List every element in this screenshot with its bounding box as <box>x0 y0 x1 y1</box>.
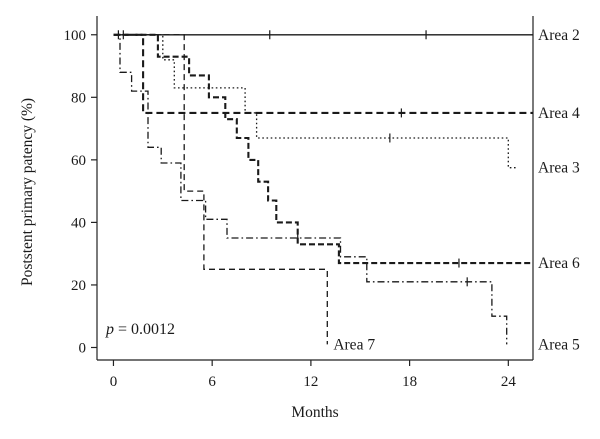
series-label-area-3: Area 3 <box>538 160 580 177</box>
series-label-area-4: Area 4 <box>538 105 580 122</box>
series-line-area-5 <box>113 34 508 345</box>
y-tick-label: 100 <box>64 28 87 44</box>
y-tick-label: 80 <box>71 90 86 106</box>
series-line-area-4 <box>113 33 533 114</box>
x-tick-label: 18 <box>402 374 417 390</box>
x-tick-label: 12 <box>303 374 318 390</box>
series-line-area-6 <box>113 33 533 265</box>
series-label-area-6: Area 6 <box>538 255 580 272</box>
x-tick-label: 0 <box>110 374 118 390</box>
series-label-area-7: Area 7 <box>333 336 375 353</box>
y-axis-label: Poststent primary patency (%) <box>19 98 36 286</box>
series-layer <box>113 30 533 345</box>
x-tick-label: 24 <box>501 374 517 390</box>
y-tick-label: 20 <box>71 278 86 294</box>
y-tick-label: 60 <box>71 153 86 169</box>
series-line-area-3 <box>113 34 517 169</box>
y-tick-label: 0 <box>79 340 87 356</box>
p-value-symbol: p <box>105 321 114 338</box>
series-labels: Area 2 Area 4 Area 3 Area 6 Area 5 Area 7 <box>333 27 580 354</box>
series-line-area-7 <box>113 34 328 345</box>
axes <box>96 16 534 361</box>
x-axis-label: Months <box>291 404 338 421</box>
axis-ticks: 0 6 12 18 24 0 20 40 60 80 100 <box>64 28 517 390</box>
series-label-area-2: Area 2 <box>538 27 580 44</box>
y-tick-label: 40 <box>71 215 86 231</box>
p-value-text: = 0.0012 <box>114 321 175 338</box>
series-label-area-5: Area 5 <box>538 336 580 353</box>
p-value-annotation: p = 0.0012 <box>105 321 175 338</box>
x-tick-label: 6 <box>208 374 216 390</box>
